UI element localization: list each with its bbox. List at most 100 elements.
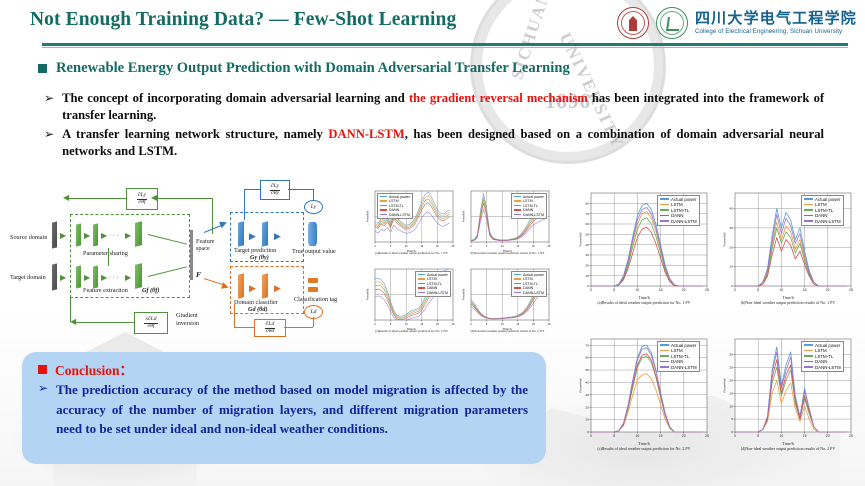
chart-xlabel-mid-a: Time/h — [406, 249, 416, 253]
target-pred-arrow-1: ▶ — [249, 231, 256, 241]
legend-swatch — [380, 213, 387, 216]
legend-swatch — [514, 200, 521, 202]
legend-label: Actual power — [815, 342, 841, 348]
svg-text:15: 15 — [420, 244, 423, 248]
legend-entry: DANN — [514, 286, 544, 290]
target-layer-1 — [76, 265, 81, 289]
legend-swatch — [418, 282, 425, 285]
legend-label: LSTM — [427, 277, 437, 281]
legend-label: LSTM — [523, 199, 533, 203]
svg-text:5: 5 — [757, 288, 759, 292]
grad-f-den: ∂θf — [138, 198, 146, 205]
svg-text:5: 5 — [486, 244, 488, 248]
src-arrow-2: ▶ — [101, 231, 108, 240]
legend-swatch — [660, 355, 669, 357]
bullet-1-part-3: has been integrated into the framework o… — [62, 91, 825, 122]
loss-y-link-down — [313, 189, 314, 201]
legend-entry: DANN — [804, 213, 841, 218]
legend-entry: Actual power — [660, 343, 697, 348]
legend-swatch — [660, 360, 669, 363]
classification-tag-label: Classification tag — [294, 296, 338, 303]
svg-text:15: 15 — [420, 322, 423, 326]
legend-label: DANN-LSTM — [671, 218, 697, 224]
legend-swatch — [660, 349, 669, 352]
tgt-arrow-3: ▶ — [125, 273, 132, 282]
tgt-arrow-1: ▶ — [84, 273, 91, 282]
svg-text:40: 40 — [729, 207, 733, 211]
feedback-drop-top — [212, 198, 213, 234]
branch-arrow-predict: ▶ — [218, 217, 229, 229]
grad-d-num: ∂Ld — [264, 320, 276, 329]
grad-y-out — [244, 189, 261, 190]
feedback-arrow-top: ◀ — [63, 193, 70, 202]
grad-d-out — [234, 327, 255, 328]
chart-xlabel-right-b: Time/h — [782, 295, 794, 300]
gradient-y-box: ∂Ly ∂θy — [260, 180, 290, 200]
chart-legend-mid-a: Actual power LSTM LSTM-TL DANN DANN-LSTM — [377, 192, 413, 219]
svg-text:20: 20 — [826, 434, 830, 438]
param-share-link — [108, 248, 109, 266]
legend-entry: LSTM — [660, 348, 697, 353]
domain-classifier-fn-label: Gd (θd) — [248, 306, 268, 313]
chart-xlabel-mid-c: Time/h — [406, 327, 416, 331]
legend-swatch — [514, 278, 521, 280]
legend-swatch — [514, 195, 521, 198]
chart-legend-right-d: Actual power LSTM LSTM-TL DANN DANN-LSTM — [801, 340, 844, 372]
target-prediction-fn-label: Gy (θy) — [250, 254, 269, 261]
legend-entry: DANN — [804, 359, 841, 364]
svg-text:20: 20 — [682, 288, 686, 292]
domain-classifier-label: Domain classifier — [234, 299, 278, 306]
legend-entry: DANN-LSTM — [514, 213, 544, 217]
svg-text:20: 20 — [729, 378, 733, 382]
domain-layer-1 — [238, 273, 244, 299]
svg-text:0: 0 — [470, 244, 472, 248]
svg-text:0: 0 — [731, 430, 733, 434]
legend-label: LSTM — [671, 348, 683, 353]
bullet-1-highlight: the gradient reversal mechanism — [408, 91, 588, 105]
svg-text:0: 0 — [734, 288, 736, 292]
legend-swatch — [514, 209, 521, 211]
legend-swatch — [380, 195, 387, 198]
list-item: ➢ The concept of incorporating domain ad… — [44, 90, 844, 123]
legend-swatch — [660, 344, 669, 346]
legend-label: LSTM-TL — [815, 353, 834, 359]
grad-d-den: ∂θd — [265, 327, 275, 334]
grad-f-num: ∂Ly — [136, 191, 148, 200]
legend-swatch — [380, 204, 387, 207]
svg-text:10: 10 — [636, 434, 640, 438]
target-pred-layer-2 — [262, 221, 268, 247]
svg-text:40: 40 — [585, 243, 589, 247]
inversion-line-left — [76, 322, 134, 323]
legend-entry: LSTM — [804, 348, 841, 353]
svg-text:25: 25 — [705, 434, 709, 438]
grad-y-down — [244, 189, 245, 220]
chart-caption-mid-d: (d)Non-ideal weather output prediction r… — [470, 329, 545, 333]
source-layer-2 — [93, 223, 98, 247]
svg-text:25: 25 — [849, 434, 853, 438]
legend-label: Actual power — [671, 342, 697, 348]
svg-text:25: 25 — [452, 322, 455, 326]
legend-swatch — [804, 355, 813, 357]
tgt-arrow-2: ▶ — [101, 273, 108, 282]
svg-text:10: 10 — [405, 322, 408, 326]
legend-label: DANN-LSTM — [427, 290, 448, 295]
chart-caption-mid-a: (a)Results of ideal weather output predi… — [375, 251, 448, 255]
legend-swatch — [418, 291, 425, 294]
svg-text:5: 5 — [731, 417, 733, 421]
svg-text:15: 15 — [659, 434, 663, 438]
svg-text:25: 25 — [452, 244, 455, 248]
legend-entry: LSTM-TL — [514, 204, 544, 208]
legend-swatch — [660, 209, 669, 211]
target-domain-label: Target domain — [10, 274, 46, 281]
legend-entry: DANN — [660, 359, 697, 364]
bullet-list: ➢ The concept of incorporating domain ad… — [44, 90, 844, 162]
loss-y-node: Ly — [304, 200, 323, 214]
logo-name-en: College of Electrical Engineering, Sichu… — [694, 28, 843, 36]
target-pred-arrow-2: ▶ — [274, 231, 281, 241]
svg-text:10: 10 — [585, 418, 589, 422]
legend-label: LSTM — [671, 202, 683, 207]
svg-text:40: 40 — [585, 381, 589, 385]
legend-swatch — [418, 287, 425, 289]
grad-rev-num: λ∂Ld — [144, 315, 158, 324]
legend-label: LSTM-TL — [523, 281, 538, 286]
